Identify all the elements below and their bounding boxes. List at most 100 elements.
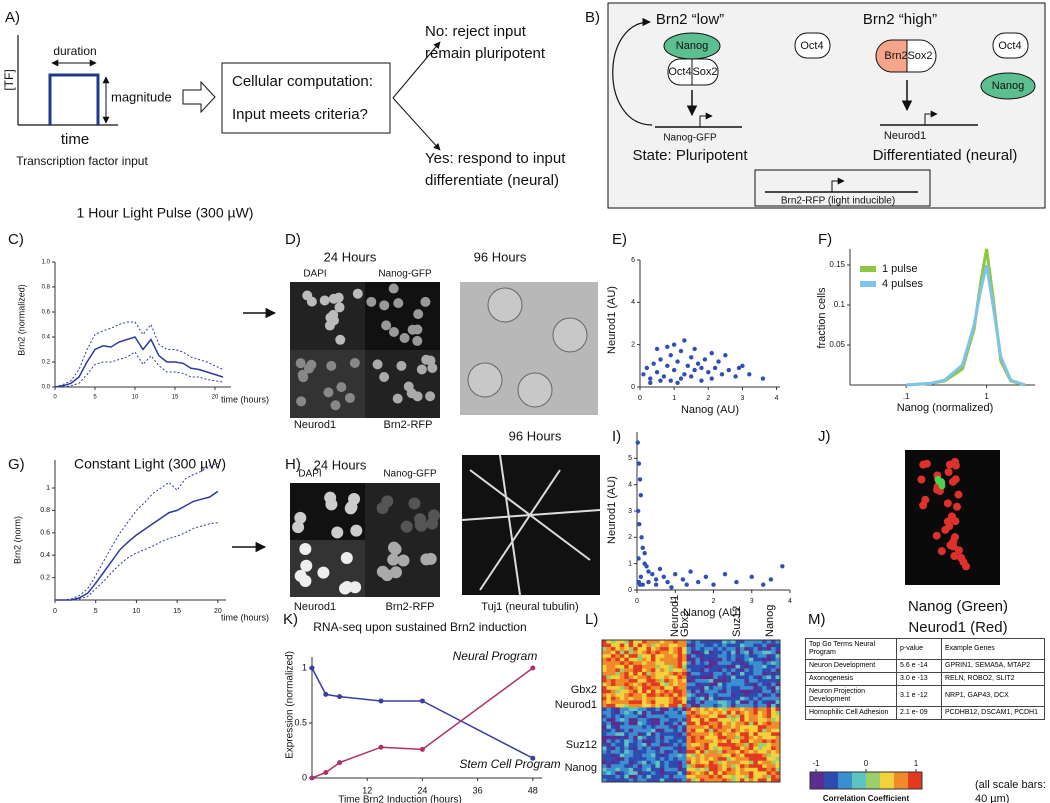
chart-title: 1 Hour Light Pulse (300 µW) [77, 205, 254, 221]
heatmap-cell [682, 679, 687, 683]
heatmap-cell [673, 640, 678, 644]
heatmap-cell [646, 671, 652, 676]
heatmap-cell [708, 700, 714, 705]
heatmap-cell [668, 732, 674, 737]
heatmap-cell [766, 643, 772, 648]
heatmap-cell [726, 778, 732, 783]
point [650, 572, 655, 577]
heatmap-cell [717, 725, 723, 730]
heatmap-cell [762, 657, 767, 662]
heatmap-cell [739, 774, 745, 779]
heatmap-cell [664, 700, 670, 705]
heatmap-cell [735, 753, 741, 758]
panel-label: L) [585, 611, 598, 628]
heatmap-cell [637, 661, 643, 666]
heatmap-cell [659, 661, 665, 666]
y-tick-label: 2 [631, 342, 635, 349]
heatmap-cell [642, 696, 647, 701]
heatmap-cell [717, 742, 723, 747]
heatmap-cell [668, 711, 674, 715]
heatmap-cell [637, 657, 643, 662]
heatmap-cell [642, 718, 647, 722]
heatmap-cell [602, 718, 607, 722]
heatmap-cell [650, 739, 656, 744]
heatmap-cell [744, 725, 750, 730]
label: Nanog-GFP [383, 469, 437, 480]
heatmap-cell [628, 664, 634, 669]
heatmap-cell [722, 700, 727, 705]
heatmap-cell [610, 760, 616, 765]
cell [951, 461, 960, 470]
heatmap-cell [606, 721, 612, 726]
x-axis-label: Time Brn2 Induction (hours) [338, 795, 462, 803]
heatmap-cell [771, 703, 776, 708]
heatmap-cell [731, 689, 736, 694]
heatmap-cell [619, 640, 625, 644]
heatmap-cell [650, 696, 656, 701]
cell [397, 554, 410, 567]
heatmap-cell [766, 693, 772, 698]
heatmap-cell [682, 714, 687, 719]
heatmap-cell [677, 682, 683, 687]
heatmap-cell [766, 661, 772, 666]
y-tick-label: 0.15 [829, 260, 845, 269]
heatmap-cell [766, 707, 772, 712]
label: Nanog-GFP [378, 269, 432, 280]
heatmap-cell [686, 664, 692, 669]
heatmap-cell [739, 721, 745, 726]
heatmap-cell [713, 774, 718, 779]
heatmap-cell [717, 707, 723, 712]
heatmap-cell [686, 771, 692, 776]
heatmap-cell [637, 689, 643, 694]
heatmap-cell [624, 778, 629, 783]
label: differentiate (neural) [425, 172, 559, 189]
heatmap-cell [673, 760, 678, 765]
heatmap-cell [691, 771, 696, 776]
heatmap-cell [673, 682, 678, 687]
cell [302, 290, 313, 301]
heatmap-cell [650, 668, 656, 673]
point [703, 574, 709, 580]
heatmap-cell [659, 767, 665, 772]
heatmap-cell [722, 640, 727, 644]
point [780, 564, 785, 569]
heatmap-cell [682, 746, 687, 751]
heatmap-cell [650, 664, 656, 669]
heatmap-cell [695, 650, 701, 655]
heatmap-cell [699, 707, 705, 712]
heatmap-cell [650, 682, 656, 687]
heatmap-cell [735, 739, 741, 744]
heatmap-cell [682, 725, 687, 730]
x-tick-label: 0 [53, 395, 57, 401]
heatmap-cell [677, 675, 683, 680]
heatmap-cell [606, 711, 612, 715]
heatmap-cell [744, 732, 750, 737]
heatmap-cell [735, 682, 741, 687]
heatmap-cell [753, 654, 759, 659]
heatmap-cell [722, 767, 727, 772]
heatmap-cell [753, 689, 759, 694]
heatmap-cell [673, 654, 678, 659]
cell [297, 369, 308, 380]
point [761, 582, 766, 587]
heatmap-cell [668, 657, 674, 662]
heatmap-cell [682, 767, 687, 772]
x-tick-label: 10 [133, 608, 141, 615]
heatmap-cell [744, 771, 750, 776]
heatmap-cell [659, 700, 665, 705]
heatmap-cell [699, 725, 705, 730]
heatmap-cell [619, 643, 625, 648]
heatmap-cell [633, 711, 638, 715]
heatmap-cell [713, 767, 718, 772]
cell [953, 502, 962, 511]
colorbar-segment [866, 772, 880, 789]
heatmap-cell [735, 757, 741, 761]
heatmap-cell [726, 721, 732, 726]
heatmap-cell [664, 661, 670, 666]
heatmap-cell [691, 728, 696, 733]
heatmap-cell [699, 675, 705, 680]
heatmap-cell [655, 647, 661, 651]
heatmap-cell [673, 643, 678, 648]
heatmap-cell [668, 771, 674, 776]
heatmap-cell [619, 760, 625, 765]
